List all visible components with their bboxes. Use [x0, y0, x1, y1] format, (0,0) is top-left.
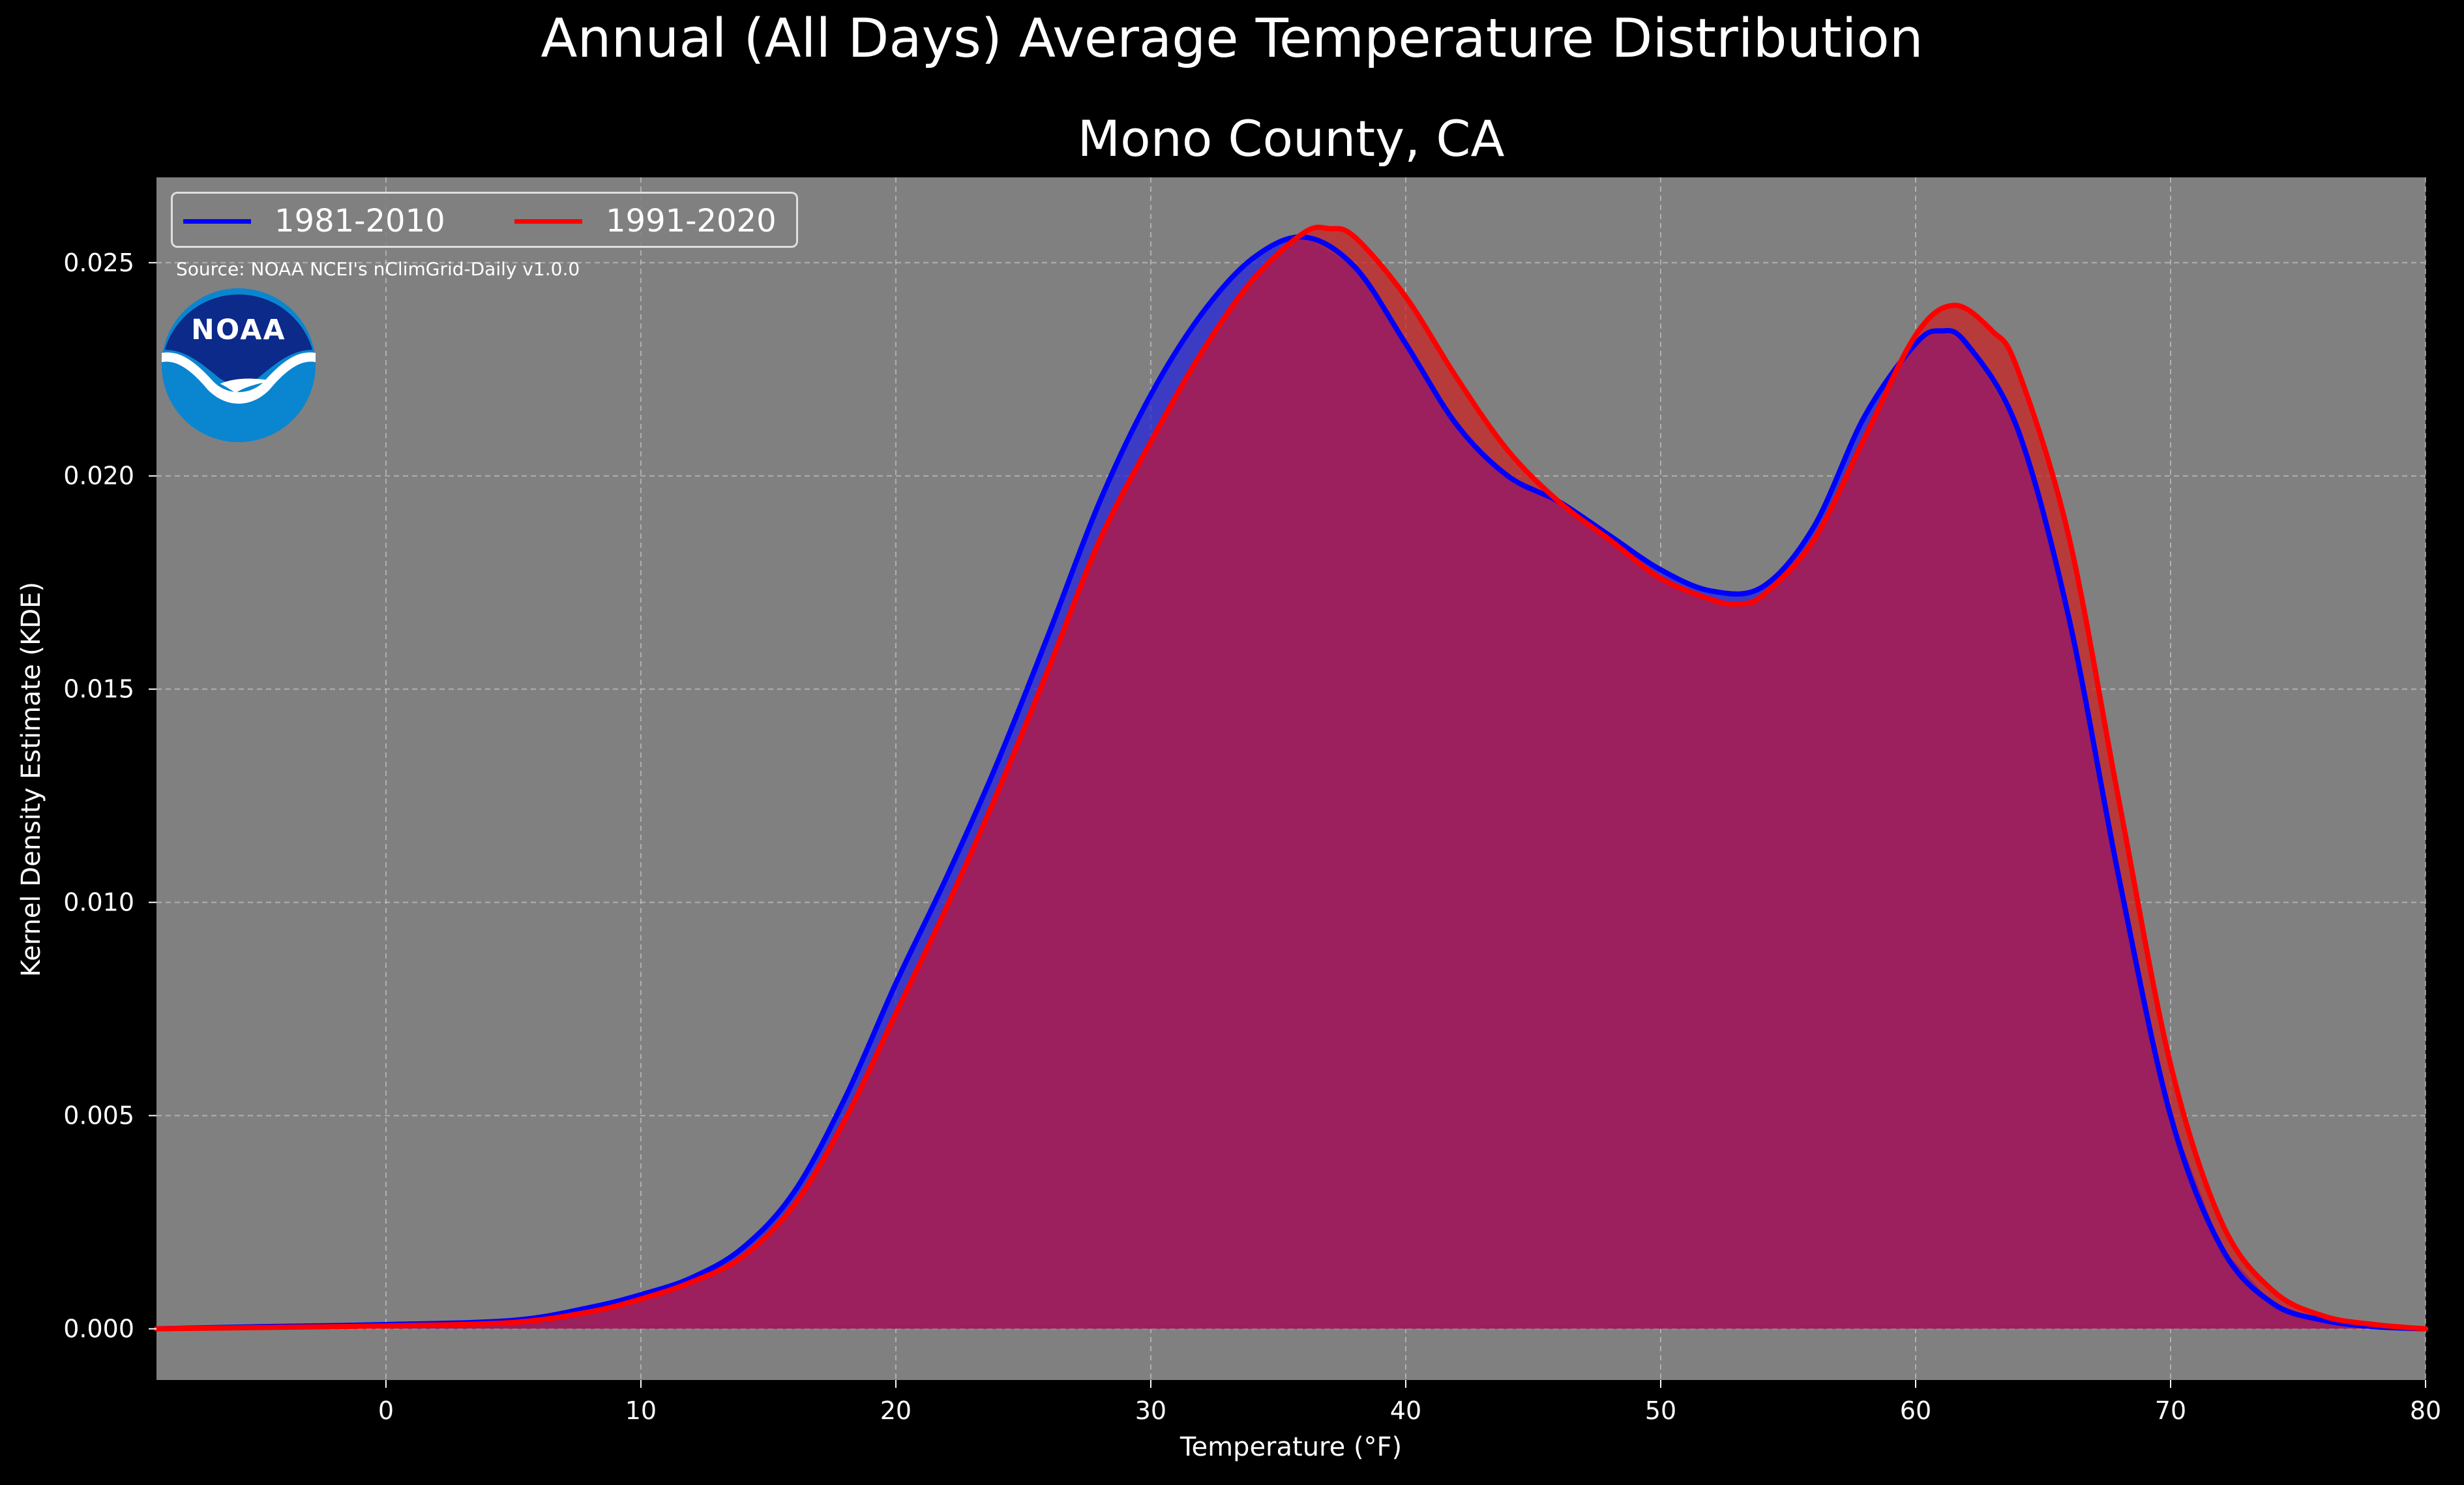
source-note: Source: NOAA NCEI's nClimGrid-Daily v1.0… [176, 258, 580, 280]
series-line-1991-2020 [154, 224, 2428, 1332]
series-overlap-area [156, 237, 2426, 1329]
x-tick-label-1: 10 [625, 1396, 657, 1425]
x-axis-label: Temperature (°F) [1180, 1432, 1403, 1462]
noaa-logo-icon: NOAA [162, 288, 316, 442]
x-tick-label-8: 80 [2410, 1396, 2441, 1425]
legend-swatch-1981-2010 [183, 218, 251, 224]
x-tick-label-6: 60 [1900, 1396, 1931, 1425]
y-tick-label-5: 0.025 [63, 248, 134, 277]
y-tick-label-4: 0.020 [63, 462, 134, 490]
y-tick-label-3: 0.015 [63, 675, 134, 704]
x-axis-ticks: 0 10 20 30 40 50 60 70 80 [378, 1380, 2441, 1425]
x-tick-label-4: 40 [1390, 1396, 1421, 1425]
series-fills [156, 227, 2426, 1329]
x-tick-label-5: 50 [1645, 1396, 1676, 1425]
chart-subtitle: Mono County, CA [1077, 110, 1505, 168]
y-tick-label-2: 0.010 [63, 888, 134, 917]
y-tick-label-1: 0.005 [63, 1102, 134, 1130]
x-tick-label-0: 0 [378, 1396, 394, 1425]
series-line-1981-2010 [154, 234, 2428, 1332]
x-tick-label-3: 30 [1135, 1396, 1166, 1425]
y-axis-ticks: 0.000 0.005 0.010 0.015 0.020 0.025 [63, 248, 156, 1343]
series-lines [154, 224, 2428, 1332]
svg-text:NOAA: NOAA [191, 314, 286, 346]
legend-label-1981-2010: 1981-2010 [275, 203, 445, 239]
legend-entry-1981-2010: 1981-2010 [183, 203, 445, 239]
y-axis-label: Kernel Density Estimate (KDE) [16, 581, 46, 978]
chart-title: Annual (All Days) Average Temperature Di… [541, 8, 1923, 70]
legend-entry-1991-2020: 1991-2020 [514, 203, 777, 239]
legend-label-1991-2020: 1991-2020 [606, 203, 777, 239]
y-tick-label-0: 0.000 [63, 1315, 134, 1343]
x-tick-label-7: 70 [2155, 1396, 2186, 1425]
legend: 1981-2010 1991-2020 [171, 192, 798, 248]
x-tick-label-2: 20 [880, 1396, 912, 1425]
legend-swatch-1991-2020 [514, 218, 582, 224]
